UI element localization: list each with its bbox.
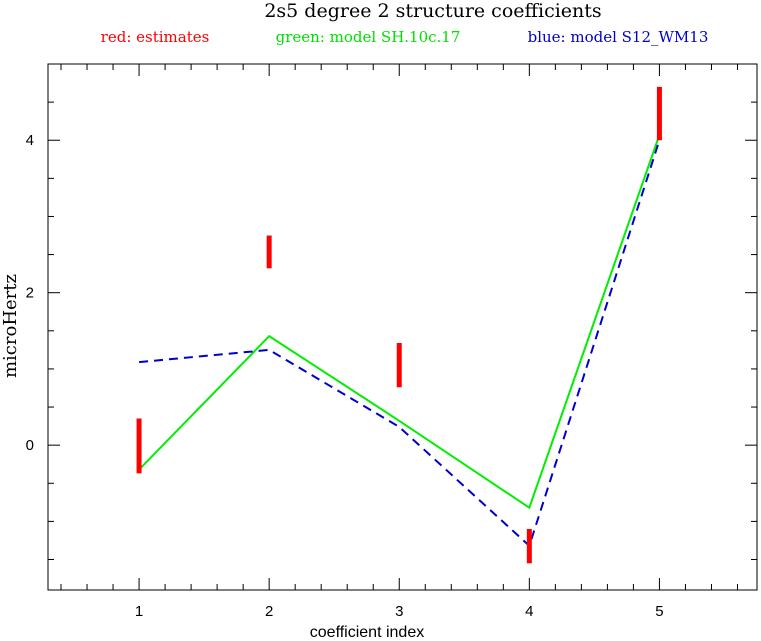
series-line-green xyxy=(138,134,661,510)
legend-blue-model: blue: model S12_WM13 xyxy=(528,28,709,46)
estimate-bars xyxy=(136,86,662,564)
series-lines xyxy=(138,134,661,548)
x-tick-label: 3 xyxy=(395,603,403,620)
legend-estimates: red: estimates xyxy=(101,28,210,46)
series-line-blue xyxy=(139,139,661,548)
legend-green-model: green: model SH.10c.17 xyxy=(276,28,461,46)
y-tick-label: 2 xyxy=(26,285,34,302)
x-axis-label: coefficient index xyxy=(310,624,424,641)
x-tick-label: 5 xyxy=(655,603,663,620)
y-tick-label: 4 xyxy=(26,132,34,149)
plot-frame xyxy=(47,63,758,591)
x-tick-label: 4 xyxy=(525,603,533,620)
y-tick-label: 0 xyxy=(26,437,34,454)
chart-title: 2s5 degree 2 structure coefficients xyxy=(264,0,601,22)
axis-ticks: 1 2 3 4 5 0 2 4 xyxy=(26,63,757,620)
x-tick-label: 2 xyxy=(265,603,273,620)
x-tick-label: 1 xyxy=(135,603,143,620)
y-axis-label: microHertz xyxy=(0,274,21,378)
